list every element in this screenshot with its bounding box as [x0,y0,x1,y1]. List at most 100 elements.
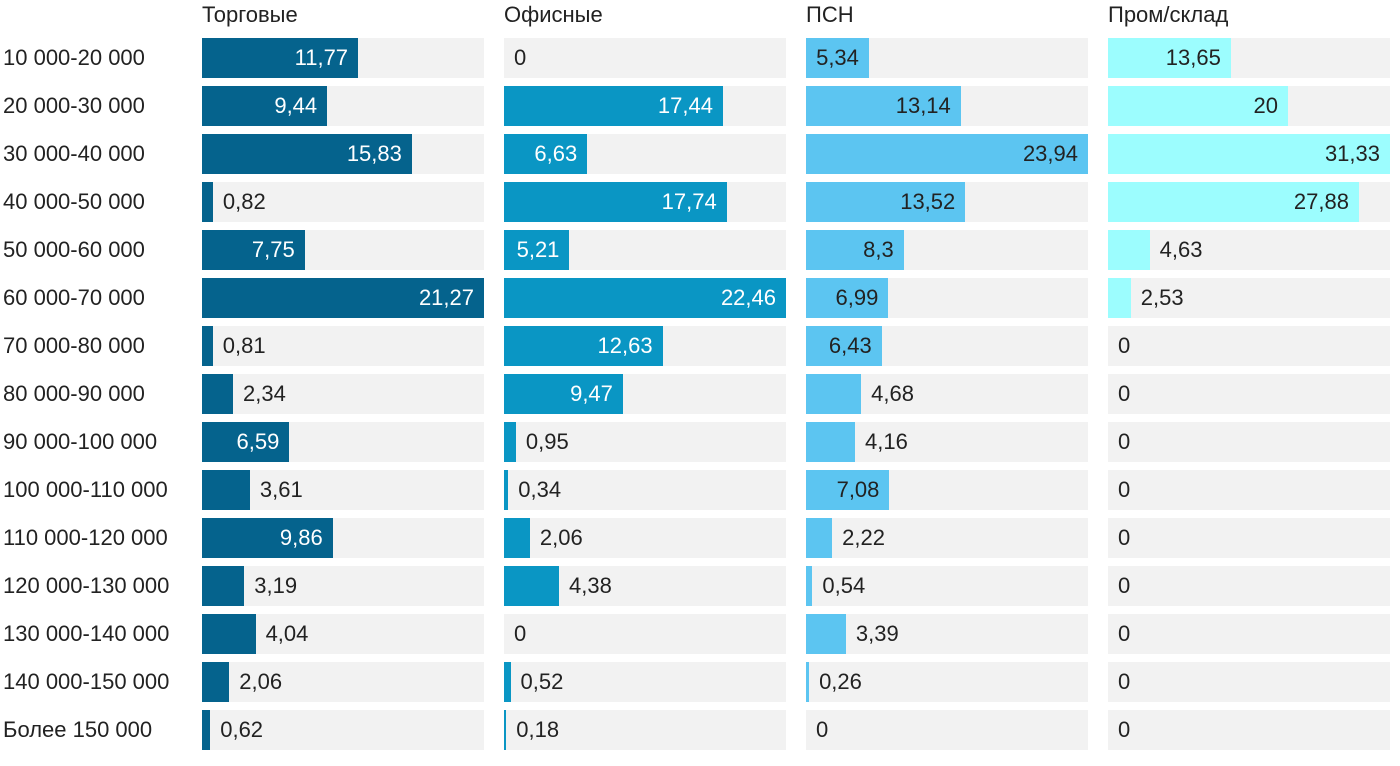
data-label: 6,63 [534,141,578,166]
bar [806,614,846,654]
bar-track: 0,52 [504,662,786,702]
bar-track: 4,68 [806,374,1088,414]
panel-title: Пром/склад [1108,2,1229,27]
data-label: 15,83 [346,141,402,166]
bar-track: 0 [1108,374,1390,414]
bar [1108,230,1150,270]
row-label: 90 000-100 000 [3,429,158,454]
data-label: 2,06 [539,525,583,550]
data-label: 0,62 [220,717,264,742]
panel-title: Торговые [202,2,298,27]
data-label: 0,26 [819,669,862,694]
bar-track: 4,63 [1108,230,1390,270]
data-label: 13,14 [895,93,951,118]
bar [504,710,507,750]
bar [504,518,530,558]
data-label: 3,39 [855,621,899,646]
bar [202,710,211,750]
data-label: 7,75 [251,237,295,262]
bar [806,278,889,318]
data-label: 0 [1118,573,1131,598]
bar [504,278,786,318]
data-label: 2,34 [243,381,286,406]
data-label: 21,27 [418,285,474,310]
bar-track: 4,16 [806,422,1088,462]
bar-track: 9,44 [202,86,484,126]
bar [1108,38,1231,78]
bar [1108,134,1390,174]
bar-track: 2,06 [202,662,484,702]
data-label: 0,54 [822,573,866,598]
bar-track: 3,39 [806,614,1088,654]
bar [202,86,328,126]
bar-track: 0 [504,38,786,78]
data-label: 2,53 [1140,285,1184,310]
bar-track: 9,47 [504,374,786,414]
bar-track: 0 [1108,470,1390,510]
bar [504,566,559,606]
data-label: 0 [1118,381,1131,406]
data-label: 8,3 [863,237,894,262]
data-label: 0 [1118,525,1131,550]
bar-track: 4,38 [504,566,786,606]
bar-track: 11,77 [202,38,484,78]
data-label: 9,44 [274,93,318,118]
data-label: 0,52 [520,669,564,694]
data-label: 17,44 [657,93,713,118]
bar [202,278,484,318]
data-label: 0 [1118,429,1131,454]
bar [504,422,516,462]
bar-track: 2,34 [202,374,484,414]
bar [202,38,359,78]
bar [1108,278,1131,318]
data-label: 4,63 [1159,237,1203,262]
bar-track: 12,63 [504,326,786,366]
data-label: 4,68 [871,381,914,406]
bar [806,38,869,78]
data-label: 2,22 [842,525,885,550]
bar [202,614,256,654]
bar-track: 3,19 [202,566,484,606]
data-label: 9,47 [570,381,613,406]
bar-track: 23,94 [806,134,1088,174]
row-label: Более 150 000 [3,717,153,742]
panel-title: Офисные [504,2,603,27]
bar [202,326,213,366]
data-label: 20 [1253,93,1279,118]
bar-track: 0,82 [202,182,484,222]
data-label: 4,38 [568,573,612,598]
data-label: 0,18 [516,717,560,742]
bar-track: 22,46 [504,278,786,318]
data-label: 12,63 [597,333,653,358]
bar [202,182,213,222]
bar-track: 6,99 [806,278,1088,318]
bar-track: 4,04 [202,614,484,654]
bar [806,86,961,126]
bar [202,518,333,558]
bar-track: 7,75 [202,230,484,270]
row-label: 70 000-80 000 [3,333,145,358]
data-label: 5,21 [516,237,560,262]
data-label: 23,94 [1022,141,1078,166]
bar [504,326,663,366]
bar-track: 0,81 [202,326,484,366]
data-label: 0 [1118,669,1131,694]
bar [806,182,966,222]
data-label: 0,95 [525,429,569,454]
bar [504,86,723,126]
data-label: 6,43 [828,333,872,358]
bar-track: 27,88 [1108,182,1390,222]
panel-title: ПСН [806,2,854,27]
bar [806,134,1088,174]
bar-track: 0,62 [202,710,484,750]
bar-track: 17,44 [504,86,786,126]
data-label: 27,88 [1293,189,1349,214]
bar [806,566,813,606]
row-label: 120 000-130 000 [3,573,170,598]
bar [202,470,250,510]
bar [202,134,412,174]
bar-track: 0,95 [504,422,786,462]
row-label: 10 000-20 000 [3,45,145,70]
data-label: 4,16 [865,429,908,454]
